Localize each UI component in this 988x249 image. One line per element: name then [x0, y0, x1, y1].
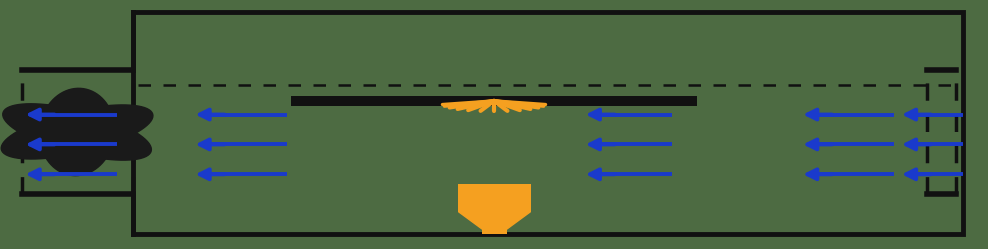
Polygon shape [458, 212, 531, 229]
Polygon shape [1, 105, 153, 159]
Circle shape [67, 129, 87, 134]
Bar [458, 184, 531, 212]
Bar [482, 229, 507, 234]
Bar [133, 12, 963, 234]
Polygon shape [40, 88, 115, 176]
Polygon shape [3, 104, 151, 160]
Bar [291, 96, 697, 106]
